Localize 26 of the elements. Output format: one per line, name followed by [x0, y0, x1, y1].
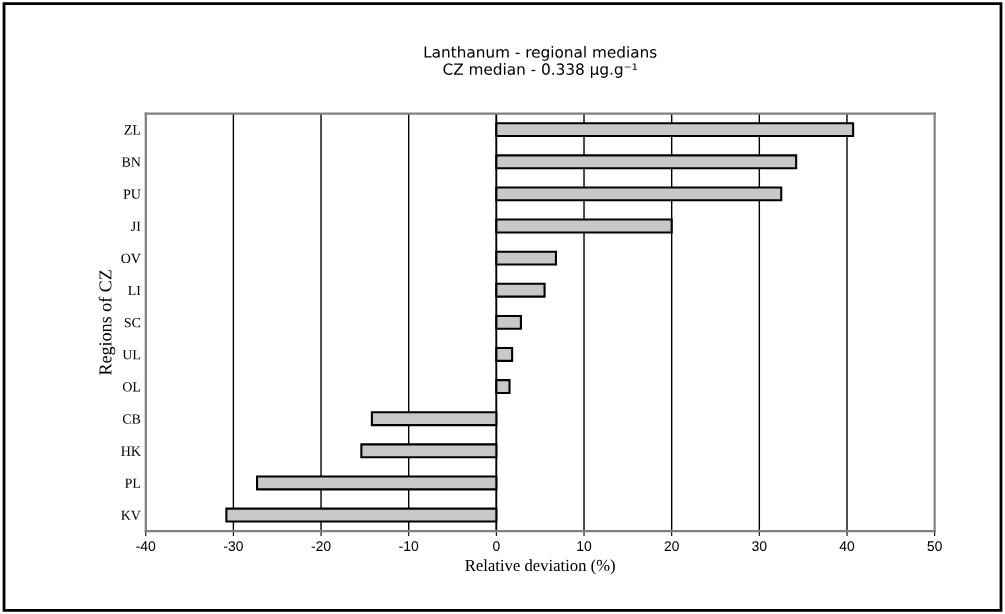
- x-axis-title: Relative deviation (%): [465, 559, 615, 575]
- x-tick-label: 10: [577, 541, 592, 552]
- y-tick-label: PU: [123, 189, 141, 199]
- y-tick-label: ZL: [124, 125, 141, 135]
- x-tick-label: 50: [927, 541, 942, 552]
- y-tick-label: BN: [121, 157, 141, 167]
- y-tick-label: KV: [121, 510, 141, 521]
- x-tick-label: 40: [839, 541, 855, 552]
- y-tick-label: OL: [122, 382, 141, 392]
- x-tick-label: -20: [311, 541, 331, 552]
- y-axis-title: Regions of CZ: [98, 270, 116, 375]
- y-tick-label: PL: [125, 478, 141, 488]
- y-tick-label: HK: [121, 446, 141, 456]
- y-tick-label: JI: [131, 221, 141, 231]
- x-tick-label: -40: [136, 541, 156, 552]
- y-tick-label: UL: [122, 350, 141, 360]
- x-tick-label: 20: [664, 541, 679, 552]
- x-tick-label: 0: [493, 541, 500, 552]
- y-tick-label: OV: [121, 253, 141, 264]
- x-tick-label: -10: [399, 541, 419, 552]
- x-tick-label: -30: [223, 541, 243, 552]
- x-tick-label: 30: [752, 541, 767, 552]
- chart-title: Lanthanum - regional medians CZ median - 0.338 μg.g⁻¹: [424, 45, 657, 78]
- y-tick-label: CB: [122, 414, 141, 424]
- y-tick-label: LI: [128, 285, 141, 296]
- y-tick-label: SC: [124, 317, 141, 328]
